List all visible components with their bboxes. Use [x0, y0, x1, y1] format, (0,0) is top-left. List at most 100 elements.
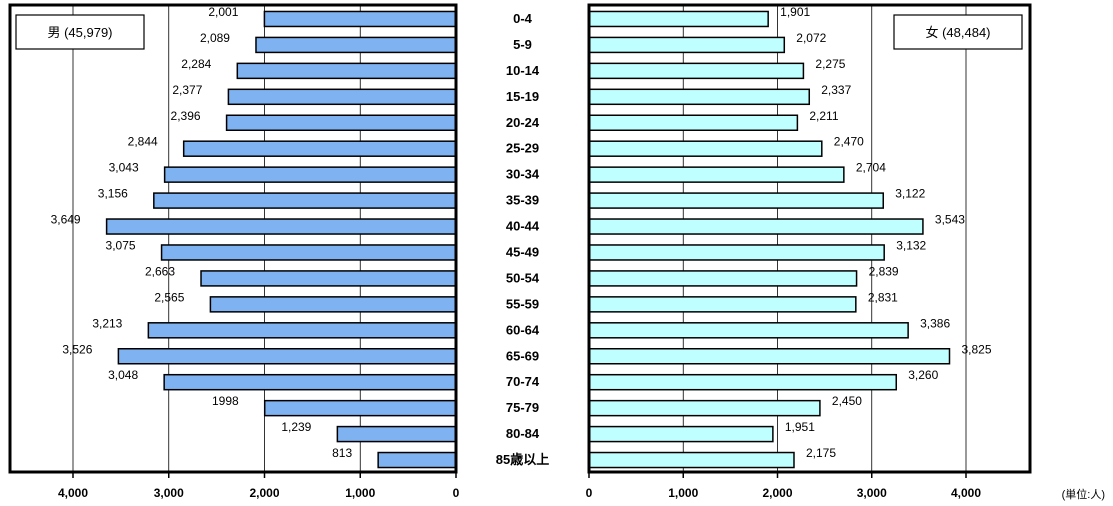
bar-male [336, 425, 457, 443]
bar-female [588, 36, 786, 54]
data-label-female: 3,260 [908, 368, 938, 382]
age-group-labels: 0-4 5-9 10-14 15-19 20-24 25-29 30-34 35-39 40-4… [496, 11, 549, 467]
data-label-female: 2,275 [815, 57, 845, 71]
x-tick-label-male: 1,000 [345, 486, 375, 500]
age-group-label: 40-44 [506, 219, 540, 234]
data-label-male: 3,156 [98, 187, 128, 201]
gridlines [72, 5, 967, 472]
bar-male [182, 140, 457, 157]
data-label-female: 2,831 [868, 290, 898, 304]
legend-male-label: 男 (45,979) [47, 25, 112, 40]
male-panel-frame [8, 3, 458, 474]
data-label-male: 1998 [212, 394, 239, 408]
data-label-female: 3,386 [920, 316, 950, 330]
age-group-label: 80-84 [506, 426, 540, 441]
age-group-label: 65-69 [506, 348, 539, 363]
data-label-female: 2,839 [869, 264, 899, 278]
data-label-female: 2,450 [832, 394, 862, 408]
data-label-female: 1,951 [785, 420, 815, 434]
bar-male [117, 348, 457, 365]
age-group-label: 15-19 [506, 89, 539, 104]
age-group-label: 0-4 [513, 11, 533, 26]
data-label-male: 2,377 [172, 83, 202, 97]
data-label-male: 813 [332, 446, 352, 460]
bar-male [105, 218, 457, 235]
data-label-female: 3,132 [896, 238, 926, 252]
bar-male [227, 88, 457, 106]
bar-male [255, 36, 457, 54]
data-label-male: 3,043 [109, 161, 139, 175]
bar-male [263, 10, 457, 28]
data-label-male: 3,526 [62, 342, 92, 356]
bar-male [153, 192, 457, 209]
bar-male [377, 451, 457, 469]
age-group-label: 70-74 [506, 374, 540, 389]
bars [105, 10, 951, 469]
data-label-male: 2,396 [171, 109, 201, 123]
bar-male [225, 114, 457, 131]
x-tick-label-female: 2,000 [762, 486, 792, 500]
data-label-female: 3,543 [935, 213, 965, 227]
age-group-label: 25-29 [506, 141, 539, 156]
age-group-label: 20-24 [506, 115, 540, 130]
bar-female [588, 451, 795, 469]
data-label-female: 2,175 [806, 446, 836, 460]
bar-male [236, 62, 457, 80]
age-group-label: 85歳以上 [496, 452, 549, 467]
data-label-male: 2,001 [208, 5, 238, 19]
data-label-female: 2,211 [809, 109, 838, 123]
bar-female [588, 192, 884, 209]
x-tick-label-female: 4,000 [951, 486, 981, 500]
legend-female: 女 (48,484) [893, 14, 1023, 50]
age-group-label: 55-59 [506, 296, 539, 311]
bar-male [263, 399, 457, 417]
age-group-label: 50-54 [506, 270, 540, 285]
data-label-male: 3,048 [108, 368, 138, 382]
age-group-label: 60-64 [506, 322, 540, 337]
x-tick-label-male: 2,000 [249, 486, 279, 500]
data-label-female: 2,337 [821, 83, 851, 97]
bar-female [588, 244, 885, 261]
data-label-female: 2,072 [796, 31, 826, 45]
age-group-label: 5-9 [513, 37, 532, 52]
x-tick-label-female: 3,000 [857, 486, 887, 500]
legend-male: 男 (45,979) [15, 14, 145, 50]
bar-male [209, 296, 457, 313]
bar-male [163, 373, 457, 391]
data-label-male: 2,284 [181, 57, 211, 71]
data-label-female: 2,704 [856, 161, 886, 175]
data-label-female: 3,122 [895, 187, 925, 201]
bar-female [588, 166, 845, 183]
data-label-male: 2,844 [128, 135, 158, 149]
female-panel-frame [587, 3, 1032, 474]
x-axis: 0 0 1,000 1,000 2,000 2,000 3,000 3,000 4,000 4,0… [58, 472, 981, 500]
bar-female [588, 218, 924, 235]
x-tick-label-male: 4,000 [58, 486, 88, 500]
age-group-label: 75-79 [506, 400, 539, 415]
bar-female [588, 62, 805, 80]
data-label-male: 3,213 [92, 316, 122, 330]
age-group-label: 30-34 [506, 167, 540, 182]
data-label-female: 1,901 [780, 5, 810, 19]
legend-female-label: 女 (48,484) [925, 25, 990, 40]
bar-female [588, 140, 823, 157]
data-label-male: 2,089 [200, 31, 230, 45]
data-labels: 2,001 1,901 2,089 2,072 2,284 2,275 2,377 2,337… [51, 5, 992, 460]
bar-female [588, 88, 811, 106]
plot-frame [8, 3, 1032, 474]
data-label-male: 3,649 [51, 213, 81, 227]
bar-female [588, 399, 821, 417]
age-group-label: 45-49 [506, 244, 539, 259]
x-tick-label-male: 0 [453, 486, 460, 500]
bar-female [588, 270, 858, 287]
data-label-male: 2,663 [145, 264, 175, 278]
bar-female [588, 322, 909, 339]
bar-female [588, 373, 898, 391]
bar-male [200, 270, 457, 287]
data-label-female: 3,825 [962, 342, 992, 356]
bar-male [163, 166, 457, 183]
data-label-female: 2,470 [834, 135, 864, 149]
data-label-male: 3,075 [106, 238, 136, 252]
unit-label: (単位:人) [1062, 487, 1105, 501]
